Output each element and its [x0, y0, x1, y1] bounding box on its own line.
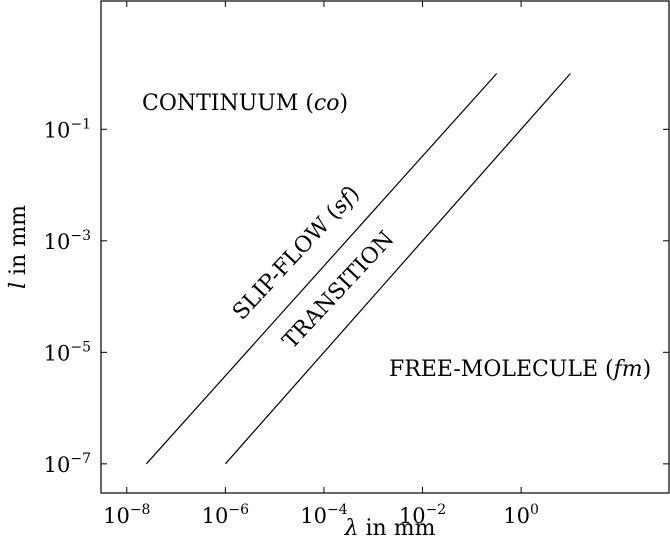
x-tick-label: 10−4 — [300, 502, 347, 528]
x-tick-label: 10−8 — [103, 502, 150, 528]
boundary-line-1 — [145, 73, 498, 465]
region-label-free-molecule: FREE-MOLECULE (fm) — [389, 357, 651, 382]
x-tick-label: 10−2 — [399, 502, 446, 528]
y-axis-label: l in mm — [6, 205, 31, 289]
axis-tick-labels: 10−8 10−6 10−4 10−2 100 10−7 10−5 10−3 10−1 — [44, 116, 539, 528]
x-axis-label: λ in mm — [344, 516, 436, 541]
x-tick-label: 10−6 — [202, 502, 249, 528]
y-tick-label: 10−5 — [44, 339, 91, 365]
y-tick-label: 10−7 — [44, 451, 91, 477]
plot-frame — [100, 0, 670, 494]
y-tick-label: 10−3 — [44, 228, 91, 254]
region-label-slip-flow: SLIP-FLOW (sf) — [228, 181, 365, 325]
boundary-line-2 — [224, 73, 571, 465]
axis-ticks — [101, 1, 669, 493]
series-lines — [145, 73, 571, 465]
x-tick-label: 100 — [503, 502, 539, 528]
y-tick-label: 10−1 — [44, 116, 91, 142]
region-label-continuum: CONTINUUM (co) — [142, 91, 348, 116]
